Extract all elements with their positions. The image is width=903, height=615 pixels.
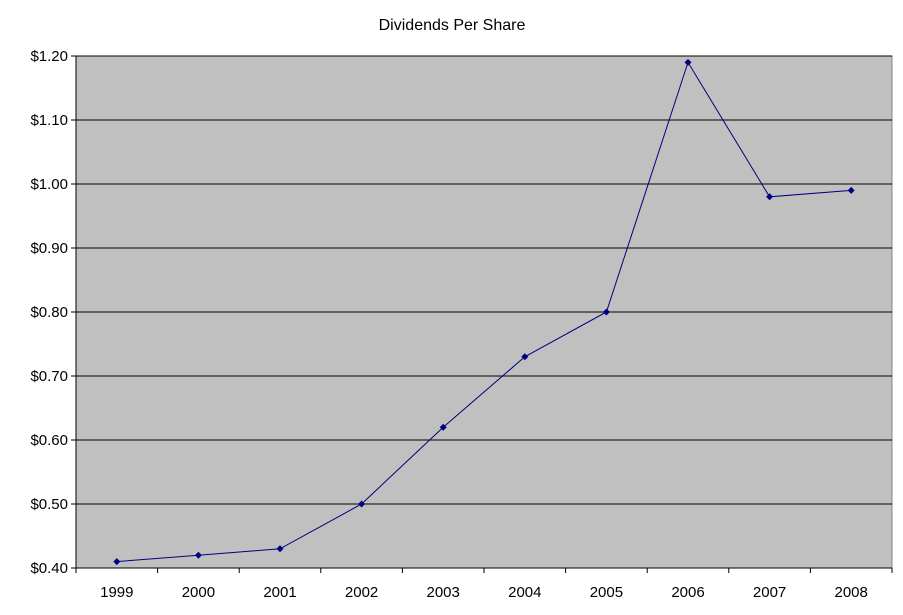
data-point-marker: [521, 353, 529, 361]
x-tick-label: 2006: [671, 584, 704, 601]
y-tick-label: $0.80: [30, 304, 68, 321]
y-tick-label: $0.90: [30, 240, 68, 257]
data-point-marker: [113, 558, 121, 566]
y-tick-label: $0.40: [30, 560, 68, 577]
x-tick-label: 2001: [263, 584, 296, 601]
x-tick-label: 2004: [508, 584, 541, 601]
data-point-marker: [358, 500, 366, 508]
y-tick-label: $1.10: [30, 112, 68, 129]
data-point-marker: [194, 551, 202, 559]
x-tick-label: 2005: [590, 584, 623, 601]
gridlines: [71, 55, 892, 569]
data-point-marker: [684, 58, 692, 66]
data-point-marker: [766, 193, 774, 201]
data-point-marker: [439, 423, 447, 431]
data-point-marker: [276, 545, 284, 553]
x-tick-label: 2002: [345, 584, 378, 601]
x-tick-label: 2000: [182, 584, 215, 601]
x-tick-label: 2003: [427, 584, 460, 601]
x-tick-label: 2007: [753, 584, 786, 601]
y-tick-label: $0.70: [30, 368, 68, 385]
data-point-marker: [847, 186, 855, 194]
data-point-marker: [602, 308, 610, 316]
y-tick-label: $0.50: [30, 496, 68, 513]
chart-title: Dividends Per Share: [379, 17, 526, 34]
series: [113, 58, 855, 566]
y-tick-label: $0.60: [30, 432, 68, 449]
y-tick-label: $1.00: [30, 176, 68, 193]
x-axis-tick-labels: 1999 2000 2001 2002 2003 2004 2005 2006 2007 2008: [100, 584, 868, 601]
y-tick-label: $1.20: [30, 48, 68, 65]
series-line: [116, 61, 852, 563]
axes: [75, 56, 893, 573]
y-axis-tick-labels: $0.40 $0.50 $0.60 $0.70 $0.80 $0.90 $1.00 $1.10…: [30, 48, 68, 577]
x-tick-label: 2008: [835, 584, 868, 601]
x-tick-label: 1999: [100, 584, 133, 601]
